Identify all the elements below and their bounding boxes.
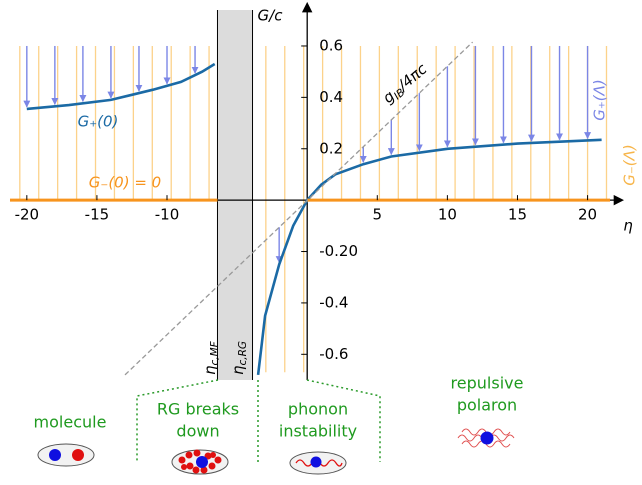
shaded-region bbox=[217, 10, 253, 380]
regime-label: RG breaks bbox=[157, 400, 239, 419]
y-tick-label: -0.20 bbox=[319, 242, 358, 260]
flow-label: G₋(Λ) bbox=[621, 144, 639, 186]
critical-label: ηc,MF bbox=[201, 340, 222, 375]
critical-label-main: η bbox=[201, 365, 219, 375]
series-label: G₊(0) bbox=[78, 113, 119, 131]
y-tick-label: -0.4 bbox=[319, 293, 348, 311]
y-tick-label: -0.6 bbox=[319, 345, 348, 363]
plot-area: -20 -15 -10 5 10 15 20 0.6 0.4 0.2 -0.20 -0.4 -0.6 bbox=[10, 1, 625, 380]
critical-label-sub: c,MF bbox=[209, 340, 221, 365]
x-tick-label: -15 bbox=[85, 206, 110, 224]
icon-molecule bbox=[37, 443, 95, 467]
x-tick-label: 15 bbox=[508, 206, 527, 224]
y-tick-label: 0.4 bbox=[319, 88, 343, 106]
icon-phonon bbox=[289, 451, 347, 475]
regime-brackets bbox=[136, 379, 381, 462]
icon-repulsive bbox=[457, 428, 515, 448]
flow-label: G₊(Λ) bbox=[591, 79, 609, 121]
regime-label: molecule bbox=[34, 413, 107, 432]
icon-rg bbox=[171, 449, 229, 475]
flow-field bbox=[19, 10, 608, 380]
regime-label: repulsive bbox=[451, 374, 524, 393]
critical-label: ηc,RG bbox=[229, 341, 250, 375]
series-label: G₋(0) = 0 bbox=[89, 174, 161, 192]
x-tick-label: 5 bbox=[373, 206, 383, 224]
y-axis-label: G/c bbox=[258, 7, 284, 25]
regime-label: instability bbox=[279, 422, 357, 441]
x-axis-label: η bbox=[623, 217, 633, 235]
critical-label-sub: c,RG bbox=[237, 341, 249, 366]
regime-label: phonon bbox=[288, 400, 348, 419]
y-tick-label: 0.6 bbox=[319, 36, 343, 54]
y-tick-label: 0.2 bbox=[319, 139, 343, 157]
series-label: gIB/4πc bbox=[379, 59, 432, 108]
regime-label: polaron bbox=[457, 396, 517, 415]
x-tick-label: -20 bbox=[15, 206, 40, 224]
x-tick-label: 10 bbox=[438, 206, 457, 224]
series-line bbox=[124, 41, 474, 376]
x-tick-label: -10 bbox=[155, 206, 180, 224]
critical-label-main: η bbox=[229, 365, 247, 375]
regime-label: down bbox=[176, 422, 219, 441]
x-tick-label: 20 bbox=[578, 206, 597, 224]
